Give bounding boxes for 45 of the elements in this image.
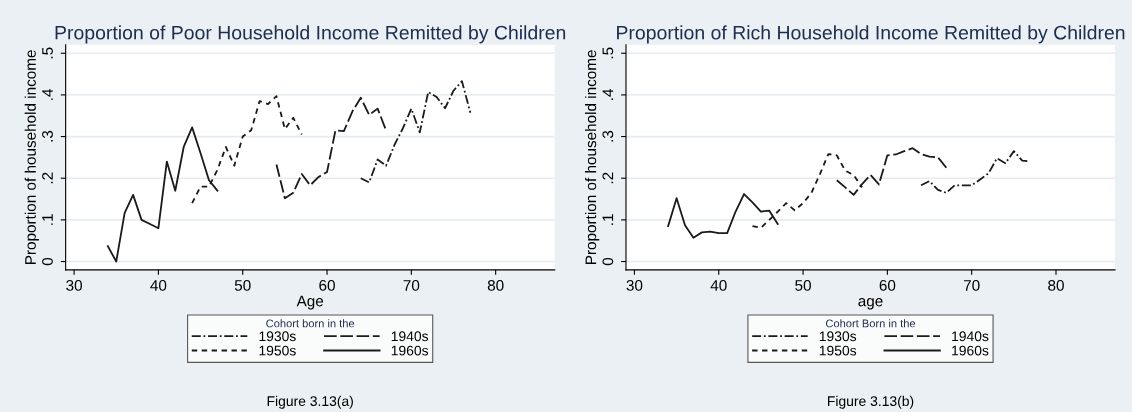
- legend-label: 1960s: [952, 345, 989, 356]
- y-tick-label: 0: [42, 257, 53, 266]
- y-tick-label: .4: [602, 88, 614, 100]
- y-tick-label: .3: [602, 130, 614, 142]
- legend-label: 1930s: [819, 331, 857, 342]
- y-tick-label: .2: [42, 172, 53, 184]
- line-series: [920, 150, 1029, 194]
- y-tick-label: .1: [602, 214, 614, 225]
- chart-title: Proportion of Rich Household Income Remitted by Children: [617, 25, 1125, 44]
- line-series: [275, 96, 387, 200]
- y-tick-label: .1: [42, 214, 53, 225]
- y-tick-label: .5: [602, 47, 614, 59]
- x-axis-title: Age: [296, 295, 324, 310]
- x-tick-label: 80: [1048, 279, 1064, 291]
- x-axis-title: age: [858, 298, 883, 310]
- y-axis-title: Proportion of household income: [585, 50, 600, 264]
- x-tick-label: 60: [879, 279, 896, 291]
- legend-title: Cohort Born in the: [825, 319, 916, 328]
- y-tick-label: .3: [42, 130, 53, 142]
- chart-title: Proportion of Poor Household Income Remitted by Children: [55, 25, 566, 44]
- x-tick-label: 40: [710, 279, 727, 291]
- legend-label: 1950s: [259, 345, 296, 356]
- legend-label: 1950s: [819, 345, 857, 356]
- y-tick-label: .2: [602, 172, 614, 184]
- x-tick-label: 80: [487, 279, 504, 291]
- x-tick-label: 40: [150, 279, 167, 291]
- legend-title: Cohort born in the: [266, 319, 355, 328]
- x-tick-label: 30: [626, 279, 643, 291]
- legend-label: 1960s: [391, 345, 429, 356]
- x-tick-label: 60: [319, 279, 335, 291]
- y-tick-label: 0: [602, 257, 614, 266]
- y-tick-label: .4: [42, 88, 53, 100]
- legend-label: 1930s: [259, 331, 296, 342]
- legend-label: 1940s: [391, 331, 429, 342]
- line-series: [359, 80, 472, 184]
- x-tick-label: 30: [66, 279, 82, 291]
- y-axis-title: Proportion of household income: [24, 50, 39, 264]
- legend-label: 1940s: [952, 331, 989, 342]
- x-tick-label: 50: [795, 279, 811, 291]
- y-tick-label: .5: [42, 47, 53, 59]
- caption: Figure 3.13(a): [267, 395, 353, 409]
- caption: Figure 3.13(b): [828, 395, 914, 409]
- x-tick-label: 70: [403, 279, 420, 291]
- x-tick-label: 70: [963, 279, 980, 291]
- x-tick-label: 50: [234, 279, 251, 291]
